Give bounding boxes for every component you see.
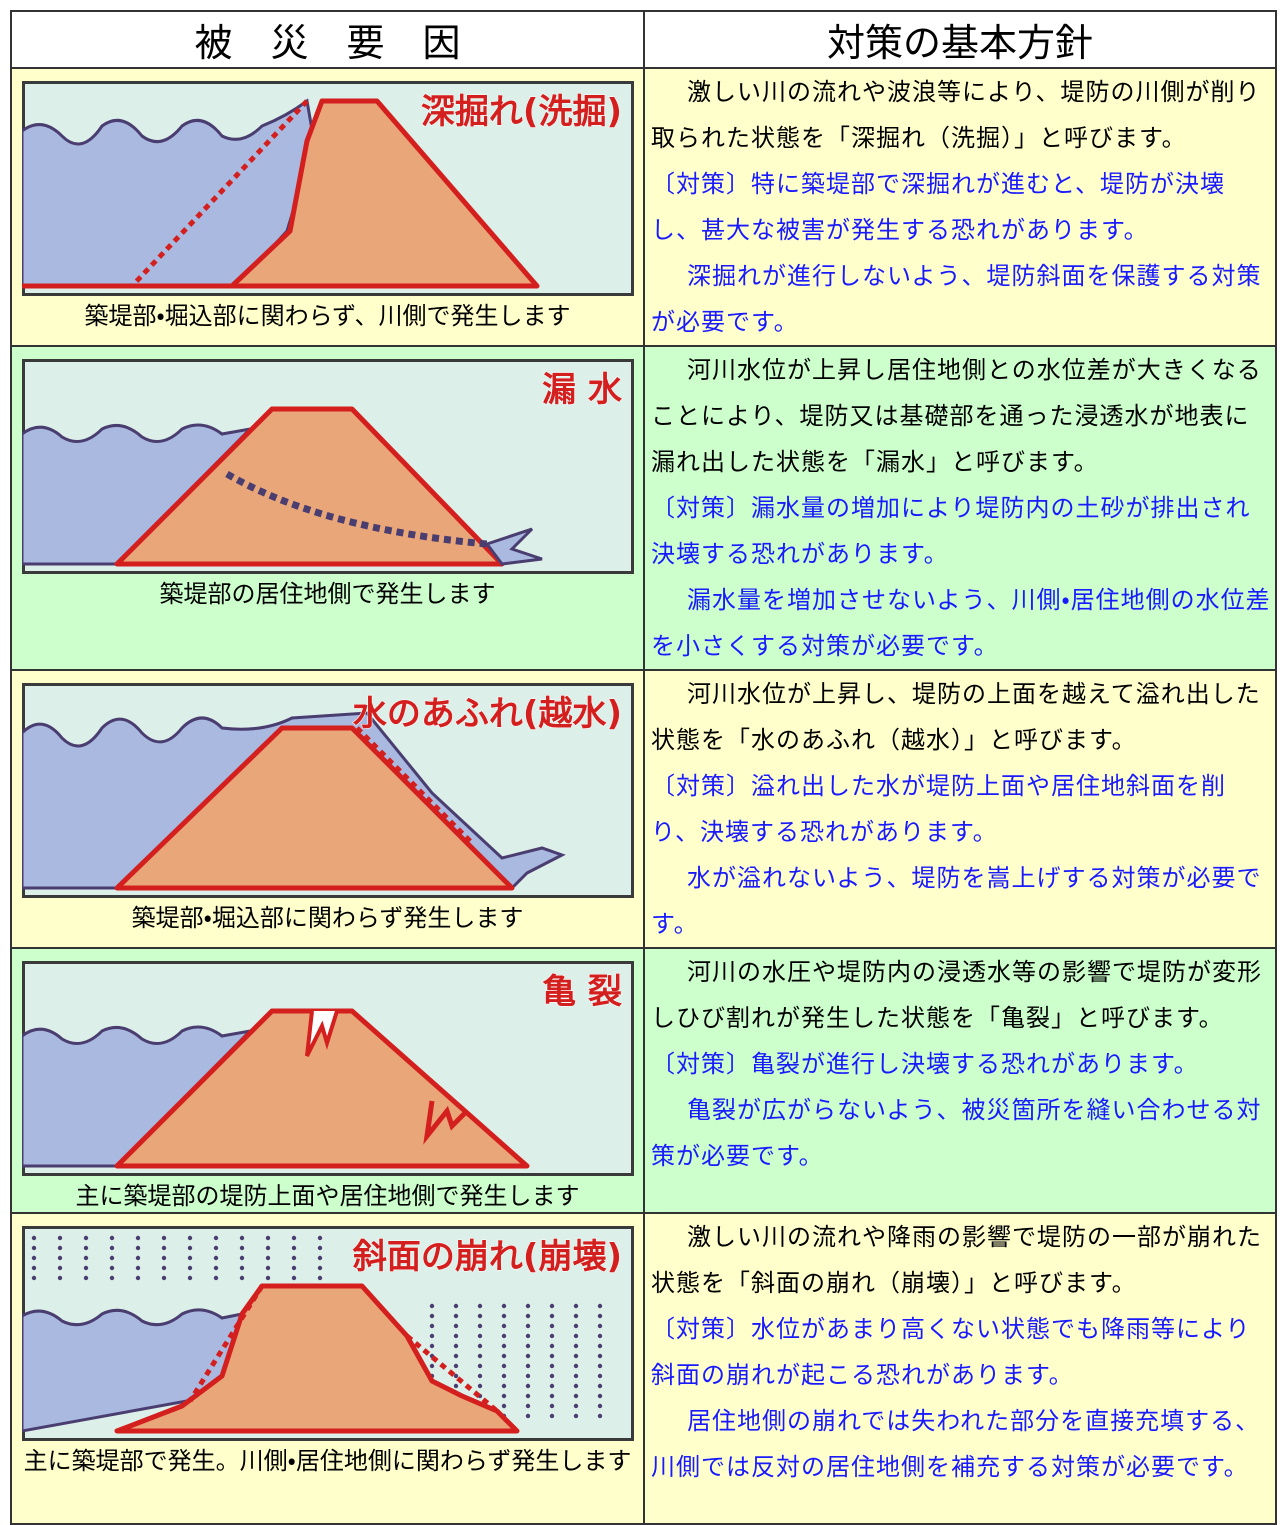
caption: 主に築堤部で発生。川側・居住地側に関わらず発生します xyxy=(23,1447,632,1475)
illustration-label: 漏 水 xyxy=(542,370,623,410)
illustration-shapes xyxy=(21,1235,602,1434)
row: 亀 裂主に築堤部の堤防上面や居住地側で発生します 河川の水圧や堤防内の浸透水等の影… xyxy=(10,947,1277,1214)
row: 漏 水築堤部の居住地側で発生します 河川水位が上昇し居住地側との水位差が大きくなる… xyxy=(10,345,1277,671)
header-row: 被 災 要 因 対策の基本方針 xyxy=(10,10,1277,69)
policy-cell: 河川の水圧や堤防内の浸透水等の影響で堤防が変形しひび割れが発生した状態を「亀裂」… xyxy=(643,947,1277,1214)
illustration-label: 斜面の崩れ(崩壊) xyxy=(351,1237,621,1277)
illustration: 漏 水 xyxy=(21,359,634,574)
countermeasure: 〔対策〕亀裂が進行し決壊する恐れがあります。 xyxy=(651,1050,1199,1078)
policy-cell: 激しい川の流れや波浪等により、堤防の川側が削り取られた状態を「深掘れ（洗掘）」と… xyxy=(643,67,1277,347)
description: 激しい川の流れや降雨の影響で堤防の一部が崩れた状態を「斜面の崩れ（崩壊）」と呼び… xyxy=(651,1223,1262,1297)
policy-cell: 河川水位が上昇し居住地側との水位差が大きくなることにより、堤防又は基礎部を通った… xyxy=(643,345,1277,671)
policy-cell: 河川水位が上昇し、堤防の上面を越えて溢れ出した状態を「水のあふれ（越水）」と呼び… xyxy=(643,669,1277,949)
countermeasure: 〔対策〕水位があまり高くない状態でも降雨等により斜面の崩れが起こる恐れがあります… xyxy=(651,1315,1251,1389)
note: 水が溢れないよう、堤防を嵩上げする対策が必要です。 xyxy=(651,864,1262,938)
illustration: 深掘れ(洗掘) xyxy=(21,81,634,296)
note: 漏水量を増加させないよう、川側・居住地側の水位差を小さくする対策が必要です。 xyxy=(651,586,1271,660)
illustration-shapes xyxy=(21,98,539,289)
row: 深掘れ(洗掘) 築堤部・堀込部に関わらず、川側で発生します 激しい川の流れや波浪等に… xyxy=(10,67,1277,347)
caption: 築堤部の居住地側で発生します xyxy=(159,580,496,608)
illustration-shapes xyxy=(21,406,542,567)
cause-cell: 深掘れ(洗掘) 築堤部・堀込部に関わらず、川側で発生します xyxy=(10,67,645,347)
note: 深掘れが進行しないよう、堤防斜面を保護する対策が必要です。 xyxy=(651,262,1262,336)
countermeasure: 〔対策〕漏水量の増加により堤防内の土砂が排出され決壊する恐れがあります。 xyxy=(651,494,1251,568)
row: 斜面の崩れ(崩壊) 主に築堤部で発生。川側・居住地側に関わらず発生します 激しい川の… xyxy=(10,1212,1277,1525)
policy-cell: 激しい川の流れや降雨の影響で堤防の一部が崩れた状態を「斜面の崩れ（崩壊）」と呼び… xyxy=(643,1212,1277,1525)
caption: 築堤部・堀込部に関わらず発生します xyxy=(131,904,524,932)
countermeasure: 〔対策〕溢れ出した水が堤防上面や居住地斜面を削り、決壊する恐れがあります。 xyxy=(651,772,1226,846)
cause-cell: 漏 水築堤部の居住地側で発生します xyxy=(10,345,645,671)
cause-cell: 斜面の崩れ(崩壊) 主に築堤部で発生。川側・居住地側に関わらず発生します xyxy=(10,1212,645,1525)
table-body: 深掘れ(洗掘) 築堤部・堀込部に関わらず、川側で発生します 激しい川の流れや波浪等に… xyxy=(10,67,1277,1525)
description: 激しい川の流れや波浪等により、堤防の川側が削り取られた状態を「深掘れ（洗掘）」と… xyxy=(651,78,1261,152)
illustration: 水のあふれ(越水) xyxy=(21,683,634,898)
illustration: 亀 裂 xyxy=(21,961,634,1176)
caption: 主に築堤部の堤防上面や居住地側で発生します xyxy=(75,1182,580,1210)
caption: 築堤部・堀込部に関わらず、川側で発生します xyxy=(84,302,571,330)
illustration-label: 水のあふれ(越水) xyxy=(351,694,621,734)
illustration-label: 亀 裂 xyxy=(542,972,622,1012)
damage-table: 被 災 要 因 対策の基本方針 深掘れ(洗掘) 築堤部・堀込部に関わらず、川側で発… xyxy=(10,10,1277,1525)
description: 河川水位が上昇し、堤防の上面を越えて溢れ出した状態を「水のあふれ（越水）」と呼び… xyxy=(651,680,1261,754)
illustration-label: 深掘れ(洗掘) xyxy=(420,92,621,132)
note: 居住地側の崩れでは失われた部分を直接充填する、川側では反対の居住地側を補充する対… xyxy=(651,1407,1261,1481)
cause-cell: 水のあふれ(越水) 築堤部・堀込部に関わらず発生します xyxy=(10,669,645,949)
note: 亀裂が広がらないよう、被災箇所を縫い合わせる対策が必要です。 xyxy=(651,1096,1262,1170)
description: 河川水位が上昇し居住地側との水位差が大きくなることにより、堤防又は基礎部を通った… xyxy=(651,356,1262,476)
illustration-shapes xyxy=(21,711,566,891)
description: 河川の水圧や堤防内の浸透水等の影響で堤防が変形しひび割れが発生した状態を「亀裂」… xyxy=(651,958,1262,1032)
countermeasure: 〔対策〕特に築堤部で深掘れが進むと、堤防が決壊し、甚大な被害が発生する恐れがあり… xyxy=(651,170,1226,244)
illustration: 斜面の崩れ(崩壊) xyxy=(21,1226,634,1441)
row: 水のあふれ(越水) 築堤部・堀込部に関わらず発生します 河川水位が上昇し、堤防の上面… xyxy=(10,669,1277,949)
header-policy: 対策の基本方針 xyxy=(643,10,1277,69)
cause-cell: 亀 裂主に築堤部の堤防上面や居住地側で発生します xyxy=(10,947,645,1214)
header-cause: 被 災 要 因 xyxy=(10,10,645,69)
illustration-shapes xyxy=(21,1008,529,1169)
